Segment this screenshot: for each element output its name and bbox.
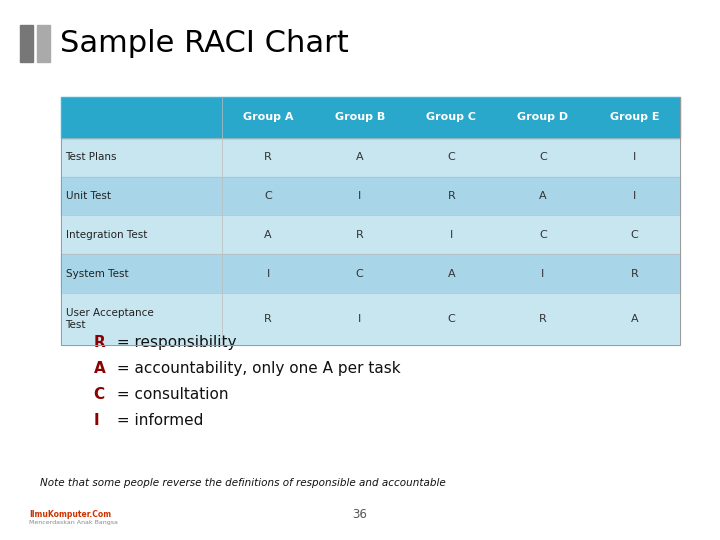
Text: C: C	[447, 152, 455, 162]
Text: A: A	[356, 152, 364, 162]
Bar	[589, 97, 680, 138]
Text: C: C	[264, 191, 272, 201]
Bar	[61, 177, 680, 215]
Bar	[497, 97, 589, 138]
Text: I: I	[450, 230, 453, 240]
Bar	[61, 97, 680, 345]
Text: Test Plans: Test Plans	[66, 152, 117, 162]
Text: = consultation: = consultation	[112, 387, 228, 402]
Text: Integration Test: Integration Test	[66, 230, 147, 240]
Text: I: I	[633, 191, 636, 201]
Text: C: C	[447, 314, 455, 324]
Bar	[222, 97, 314, 138]
Text: User Acceptance
Test: User Acceptance Test	[66, 308, 153, 330]
Text: R: R	[631, 269, 639, 279]
Text: 36: 36	[353, 508, 367, 521]
Text: A: A	[264, 230, 272, 240]
Text: I: I	[633, 152, 636, 162]
Bar	[405, 97, 497, 138]
Text: Group E: Group E	[610, 112, 660, 123]
Text: I: I	[94, 413, 99, 428]
Bar	[314, 97, 405, 138]
Text: Group C: Group C	[426, 112, 477, 123]
Text: I: I	[541, 269, 544, 279]
Text: Unit Test: Unit Test	[66, 191, 111, 201]
Text: C: C	[539, 152, 546, 162]
Text: R: R	[539, 314, 546, 324]
Text: R: R	[356, 230, 364, 240]
Bar	[61, 97, 222, 138]
Text: Group D: Group D	[518, 112, 569, 123]
Bar	[61, 293, 680, 345]
Text: Sample RACI Chart: Sample RACI Chart	[60, 29, 349, 58]
Text: Note that some people reverse the definitions of responsible and accountable: Note that some people reverse the defini…	[40, 478, 446, 488]
Text: C: C	[631, 230, 639, 240]
Bar	[61, 138, 680, 177]
Text: R: R	[94, 335, 105, 350]
Bar	[61, 215, 680, 254]
Text: C: C	[94, 387, 104, 402]
Text: R: R	[264, 152, 272, 162]
Text: C: C	[356, 269, 364, 279]
Bar	[20, 25, 33, 62]
Bar	[37, 25, 50, 62]
Text: System Test: System Test	[66, 269, 128, 279]
Text: R: R	[447, 191, 455, 201]
Text: I: I	[266, 269, 269, 279]
Text: Group B: Group B	[335, 112, 384, 123]
Text: A: A	[94, 361, 105, 376]
Text: A: A	[448, 269, 455, 279]
Text: = accountability, only one A per task: = accountability, only one A per task	[112, 361, 400, 376]
Text: C: C	[539, 230, 546, 240]
Text: R: R	[264, 314, 272, 324]
Text: A: A	[539, 191, 546, 201]
Text: = informed: = informed	[112, 413, 203, 428]
Text: I: I	[358, 314, 361, 324]
Text: Mencerdaskan Anak Bangsa: Mencerdaskan Anak Bangsa	[29, 519, 117, 525]
Text: IlmuKomputer.Com: IlmuKomputer.Com	[29, 510, 111, 518]
Bar	[61, 254, 680, 293]
Text: Group A: Group A	[243, 112, 293, 123]
Text: I: I	[358, 191, 361, 201]
Text: A: A	[631, 314, 639, 324]
Text: = responsibility: = responsibility	[112, 335, 236, 350]
